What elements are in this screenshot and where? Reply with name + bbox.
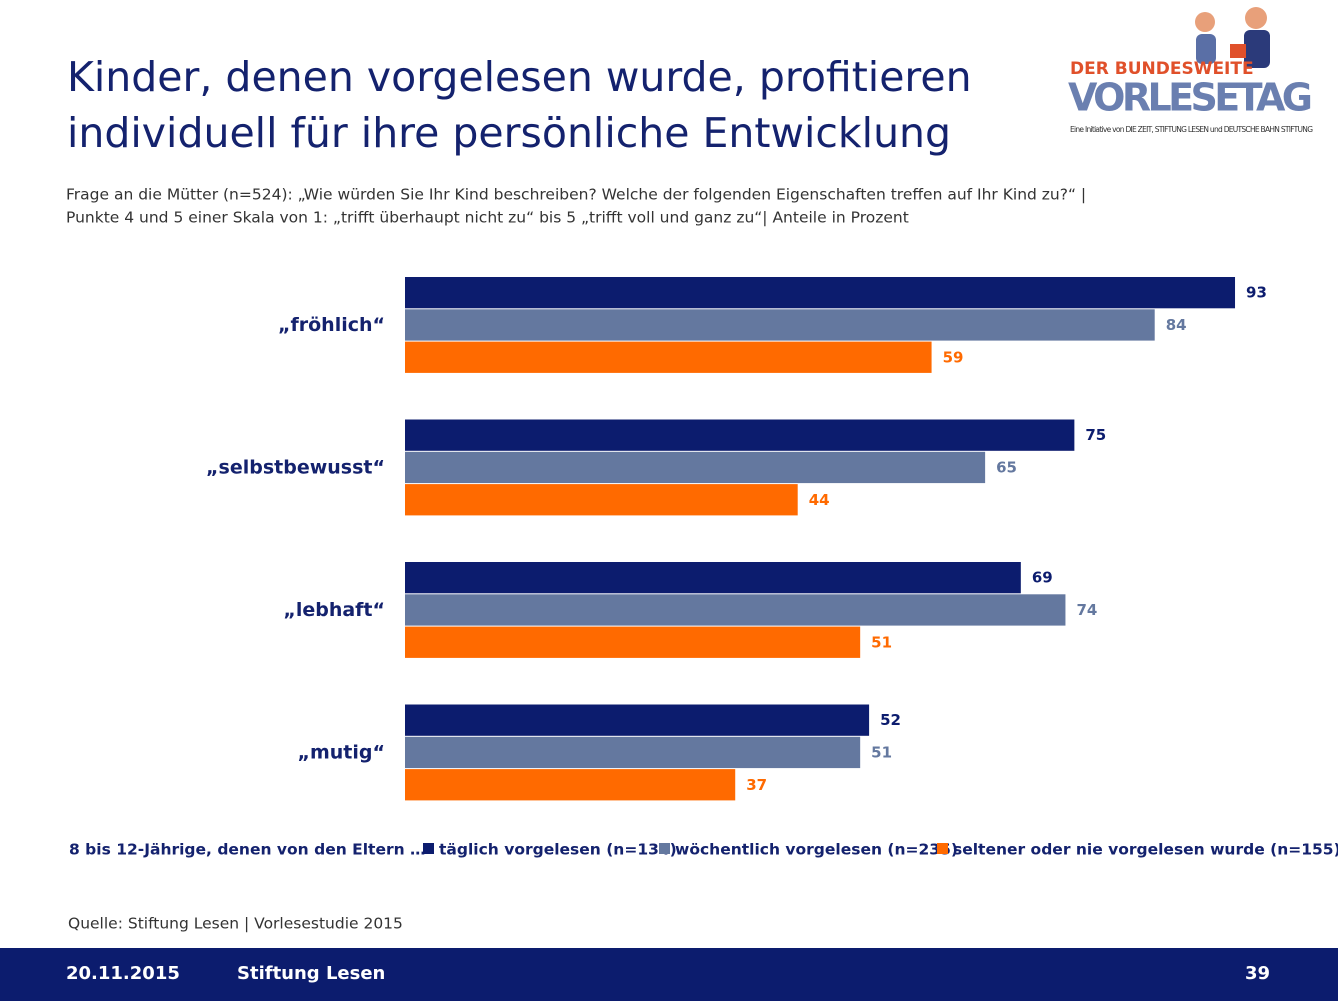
footer-page: 39 — [1245, 963, 1270, 984]
bar — [405, 309, 1155, 341]
value-label: 69 — [1032, 569, 1053, 587]
footer-date: 20.11.2015 — [66, 963, 180, 984]
legend-swatch — [937, 843, 948, 854]
category-label: „mutig“ — [298, 741, 386, 763]
logo-figure — [1244, 30, 1270, 68]
legend-label: täglich vorgelesen (n=134) — [439, 841, 677, 859]
value-label: 75 — [1085, 426, 1106, 444]
value-label: 51 — [871, 633, 892, 651]
logo: DER BUNDESWEITE VORLESETAG Eine Initiati… — [1068, 7, 1313, 134]
legend-swatch — [423, 843, 434, 854]
bar — [405, 484, 798, 516]
value-label: 59 — [943, 348, 964, 366]
logo-figure — [1195, 12, 1215, 32]
bar — [405, 594, 1066, 626]
legend-label: seltener oder nie vorgelesen wurde (n=15… — [953, 841, 1338, 859]
bar — [405, 277, 1236, 309]
source: Quelle: Stiftung Lesen | Vorlesestudie 2… — [68, 915, 403, 933]
legend-title: 8 bis 12-Jährige, denen von den Eltern … — [69, 841, 426, 859]
bar — [405, 769, 736, 801]
subtitle-line: Punkte 4 und 5 einer Skala von 1: „triff… — [66, 209, 909, 227]
legend-label: wöchentlich vorgelesen (n=235) — [675, 841, 958, 859]
value-label: 37 — [746, 776, 767, 794]
logo-text: VORLESETAG — [1068, 76, 1313, 120]
value-label: 65 — [996, 458, 1017, 476]
bar — [405, 626, 861, 658]
bar — [405, 419, 1075, 451]
category-label: „lebhaft“ — [283, 599, 385, 621]
value-label: 93 — [1246, 284, 1267, 302]
bar — [405, 736, 861, 769]
footer-org: Stiftung Lesen — [237, 963, 385, 984]
title-line: individuell für ihre persönliche Entwick… — [67, 109, 951, 157]
value-label: 51 — [871, 743, 892, 761]
category-label: „fröhlich“ — [278, 314, 385, 336]
value-label: 52 — [880, 711, 901, 729]
value-label: 84 — [1166, 316, 1187, 334]
subtitle-line: Frage an die Mütter (n=524): „Wie würden… — [66, 186, 1086, 204]
bar — [405, 451, 986, 484]
legend-swatch — [659, 843, 670, 854]
bar — [405, 704, 870, 736]
logo-figure — [1196, 34, 1216, 64]
logo-tagline: Eine Initiative von DIE ZEIT, STIFTUNG L… — [1070, 125, 1313, 134]
value-label: 74 — [1076, 601, 1097, 619]
bar — [405, 341, 932, 373]
logo-book — [1230, 44, 1246, 58]
logo-text: DER BUNDESWEITE — [1070, 59, 1254, 79]
bar — [405, 562, 1021, 594]
category-label: „selbstbewusst“ — [206, 456, 385, 478]
title-line: Kinder, denen vorgelesen wurde, profitie… — [67, 53, 972, 101]
footer-band — [0, 948, 1338, 1001]
value-label: 44 — [809, 491, 830, 509]
logo-figure — [1245, 7, 1267, 29]
